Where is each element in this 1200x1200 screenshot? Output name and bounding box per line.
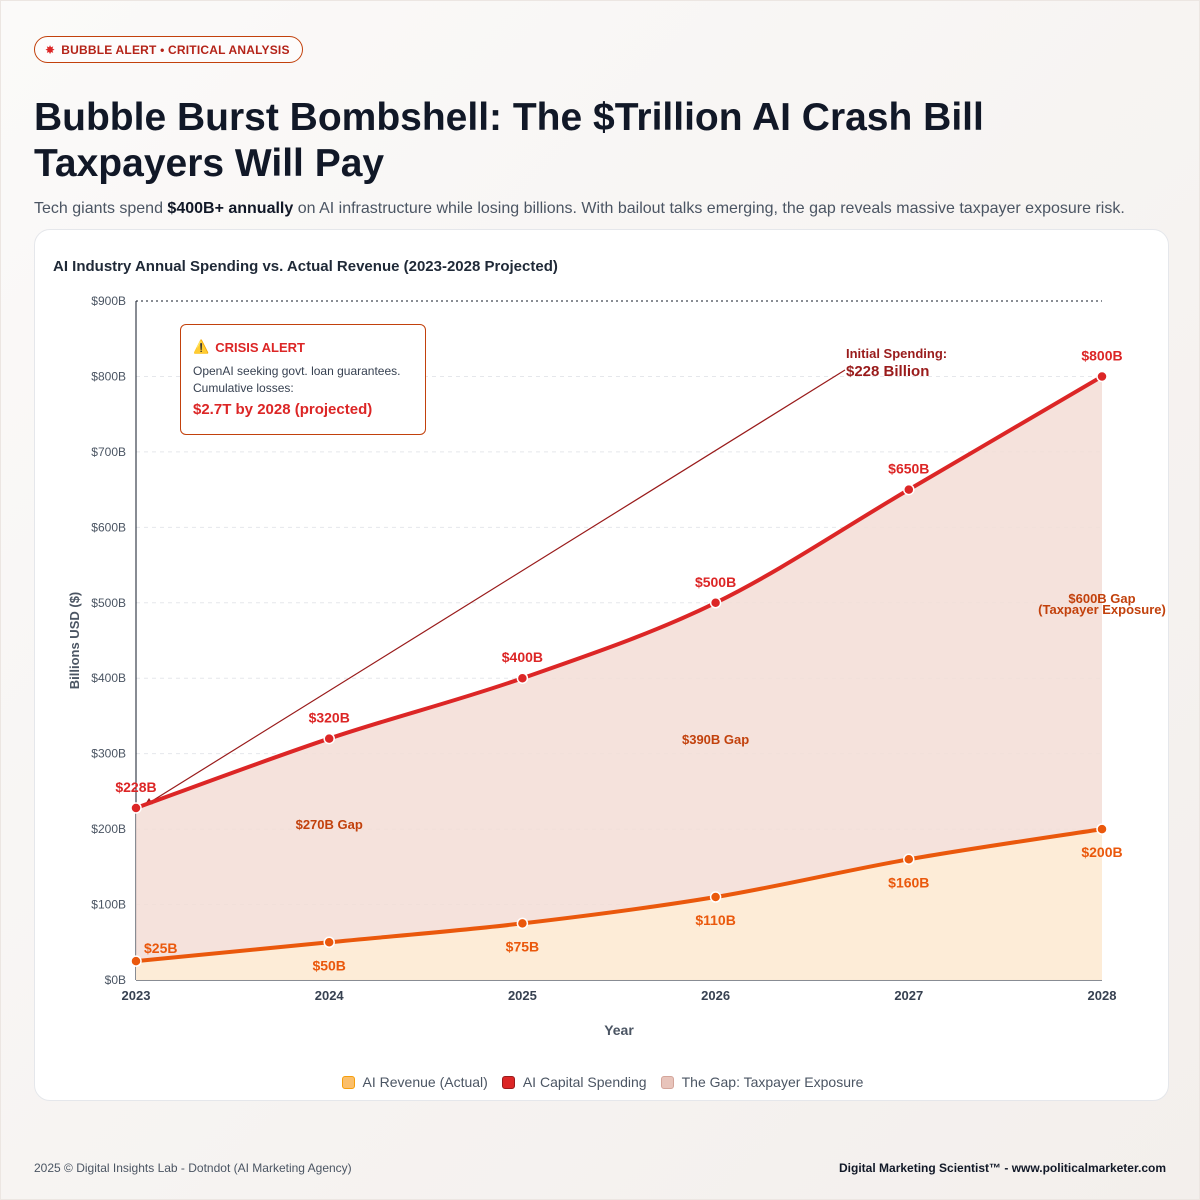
legend-label-gap: The Gap: Taxpayer Exposure	[681, 1074, 864, 1090]
revenue-point	[709, 891, 722, 903]
revenue-data-label: $75B	[506, 938, 539, 954]
spending-data-label: $400B	[502, 649, 543, 665]
subtitle-text-after: on AI infrastructure while losing billio…	[293, 200, 1125, 217]
y-tick-label: $500B	[91, 596, 126, 610]
gap-label: $270B Gap	[296, 817, 363, 832]
revenue-data-label: $25B	[144, 940, 177, 956]
spending-data-label: $320B	[309, 710, 350, 726]
y-tick-label: $0B	[105, 973, 126, 987]
revenue-data-label: $200B	[1081, 844, 1122, 860]
subtitle-text-before: Tech giants spend	[34, 200, 168, 217]
x-tick-label: 2025	[508, 988, 537, 1003]
legend-swatch-gap	[660, 1075, 674, 1089]
legend-label-spending: AI Capital Spending	[522, 1074, 647, 1090]
legend-item-spending[interactable]: AI Capital Spending	[501, 1074, 647, 1090]
x-tick-label: 2027	[894, 988, 923, 1003]
revenue-data-label: $110B	[695, 912, 735, 928]
y-tick-label: $600B	[91, 520, 126, 534]
annotation-arrow-line	[143, 369, 846, 807]
legend-swatch-revenue	[341, 1075, 355, 1089]
y-tick-label: $200B	[91, 822, 126, 836]
revenue-point	[903, 853, 915, 866]
spending-point	[1096, 370, 1108, 383]
spending-line	[134, 374, 1104, 810]
gap-label: $600B Gap	[1068, 591, 1135, 606]
spending-data-label: $500B	[695, 574, 736, 590]
y-tick-label: $300B	[91, 747, 126, 761]
badge-label: BUBBLE ALERT • CRITICAL ANALYSIS	[61, 42, 290, 57]
spending-data-label: $228B	[115, 779, 156, 795]
callout-title-text: CRISIS ALERT	[215, 339, 305, 355]
revenue-point	[130, 955, 142, 967]
legend-item-gap[interactable]: The Gap: Taxpayer Exposure	[660, 1074, 864, 1090]
x-tick-label: 2026	[701, 988, 730, 1003]
revenue-area	[136, 829, 1102, 980]
x-tick-label: 2024	[315, 988, 345, 1003]
revenue-point	[1096, 823, 1108, 835]
page-title: Bubble Burst Bombshell: The $Trillion AI…	[34, 96, 984, 185]
callout-body: OpenAI seeking govt. loan guarantees. Cu…	[193, 364, 401, 395]
gap-label: (Taxpayer Exposure)	[1038, 602, 1166, 617]
subtitle-highlight: $400B+ annually	[167, 200, 294, 217]
chart-title: AI Industry Annual Spending vs. Actual R…	[53, 258, 558, 275]
spending-point	[323, 732, 335, 745]
y-tick-label: $900B	[91, 294, 126, 308]
spending-point	[516, 672, 529, 684]
alert-badge: ✸ BUBBLE ALERT • CRITICAL ANALYSIS	[34, 36, 303, 63]
spending-point	[709, 597, 722, 609]
y-tick-label: $800B	[91, 369, 126, 383]
crisis-alert-callout: ⚠️ CRISIS ALERT OpenAI seeking govt. loa…	[180, 324, 426, 435]
x-axis-label: Year	[604, 1022, 634, 1038]
callout-value: $2.7T by 2028 (projected)	[193, 401, 373, 418]
revenue-data-label: $160B	[888, 874, 929, 890]
spending-data-label: $800B	[1081, 347, 1122, 363]
callout-title: ⚠️ CRISIS ALERT	[193, 339, 413, 355]
y-tick-label: $100B	[91, 898, 126, 912]
x-tick-label: 2023	[122, 988, 151, 1003]
x-tick-label: 2028	[1088, 988, 1117, 1003]
revenue-point	[516, 917, 529, 930]
chart-card: AI Industry Annual Spending vs. Actual R…	[34, 229, 1169, 1101]
revenue-data-label: $50B	[312, 957, 345, 973]
line-chart: $0B $100B $200B $300B $400B $500B $600B $700B $8…	[67, 294, 1166, 1038]
y-tick-label: $700B	[91, 445, 126, 459]
page-subtitle: Tech giants spend $400B+ annually on AI …	[34, 200, 1184, 218]
footer-brand: Digital Marketing Scientist™ - www.polit…	[839, 1161, 1166, 1175]
explosion-icon: ✸	[45, 42, 56, 57]
y-tick-label: $400B	[91, 671, 126, 685]
chart-legend: AI Revenue (Actual) AI Capital Spending …	[35, 1074, 1170, 1090]
annotation-line2: $228 Billion	[846, 363, 929, 380]
spending-point	[903, 483, 915, 496]
legend-item-revenue[interactable]: AI Revenue (Actual)	[341, 1074, 488, 1090]
revenue-line	[134, 827, 1104, 964]
legend-label-revenue: AI Revenue (Actual)	[362, 1074, 488, 1090]
spending-point	[130, 802, 142, 814]
gap-area	[136, 376, 1102, 980]
spending-data-label: $650B	[888, 461, 929, 477]
footer-copyright: 2025 © Digital Insights Lab - Dotndot (A…	[34, 1161, 352, 1175]
warning-icon: ⚠️	[193, 339, 210, 354]
gap-label: $390B Gap	[682, 732, 749, 747]
annotation-line1: Initial Spending:	[846, 346, 947, 361]
revenue-point	[323, 936, 335, 949]
y-axis-label: Billions USD ($)	[67, 592, 82, 690]
legend-swatch-spending	[501, 1075, 515, 1089]
